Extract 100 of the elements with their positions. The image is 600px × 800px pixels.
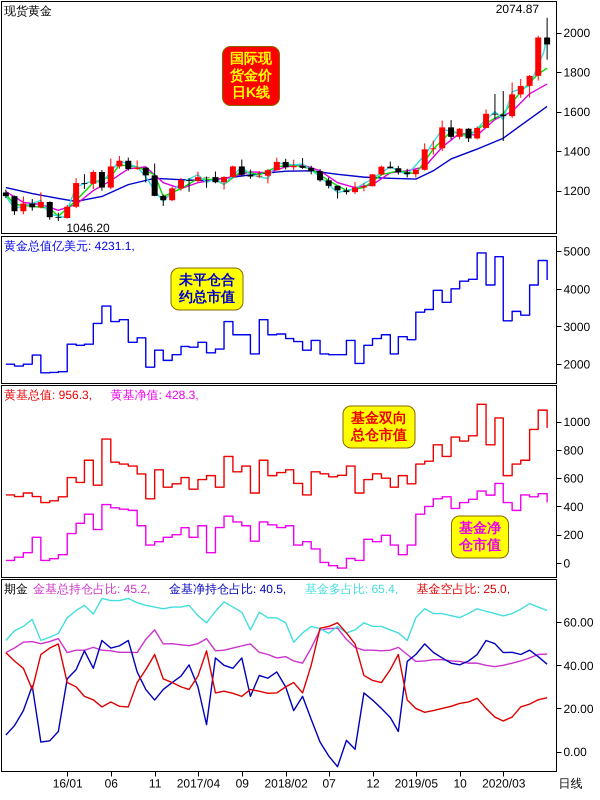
candlestick <box>492 93 498 120</box>
x-axis-title: 日线 <box>558 776 582 790</box>
candlestick <box>204 176 210 188</box>
candlestick <box>194 171 201 183</box>
candlestick <box>290 159 297 171</box>
text: 黄金总值亿美元: 4231.1, <box>4 239 135 253</box>
x-tick-label: 07 <box>322 776 336 790</box>
candlestick <box>152 163 158 197</box>
y-tick-label: 3000 <box>564 320 591 334</box>
candlestick <box>456 127 463 140</box>
candlestick <box>134 160 140 170</box>
candlestick <box>73 178 80 209</box>
y-tick-label: 2000 <box>564 26 591 40</box>
y-tick-label: 0.00 <box>564 745 588 760</box>
annotation: 基金双向总仓市值 <box>350 410 407 442</box>
candlestick <box>466 128 472 142</box>
y-tick-label: 1600 <box>564 105 591 120</box>
candlestick <box>186 178 192 192</box>
chart-title: 期金 <box>4 582 28 596</box>
candlestick <box>300 157 306 170</box>
candlestick <box>64 204 70 220</box>
annotation: 未平仓合约总市值 <box>178 272 235 304</box>
candlestick <box>430 140 436 156</box>
y-tick-label: 600 <box>564 472 584 486</box>
y-tick-label: 20.00 <box>564 702 594 716</box>
y-tick-label: 1000 <box>564 415 591 430</box>
x-tick-label: 16/01 <box>52 776 84 790</box>
text: 基金多占比: 65.4, <box>304 582 398 596</box>
candlestick <box>46 200 53 220</box>
line-series <box>5 598 548 643</box>
annotation: 基金净仓市值 <box>458 520 501 552</box>
candlestick <box>178 177 184 192</box>
line-series <box>5 622 548 722</box>
candlestick <box>282 158 289 170</box>
candlestick <box>544 17 550 60</box>
candlestick <box>212 171 218 184</box>
annotation: 国际现货金价日K线 <box>229 50 273 100</box>
candlestick <box>274 157 280 171</box>
y-tick-label: 0 <box>564 556 570 570</box>
y-tick-label: 1800 <box>564 66 591 80</box>
y-tick-label: 200 <box>564 528 584 542</box>
candlestick <box>474 126 480 140</box>
y-tick-label: 5000 <box>564 244 591 259</box>
candlestick <box>518 78 524 98</box>
y-tick-label: 60.00 <box>564 616 594 630</box>
candlestick <box>326 177 332 189</box>
chart-title: 现货黄金 <box>4 4 52 18</box>
candlestick <box>142 166 149 183</box>
candlestick <box>317 168 324 182</box>
annotation: 1046.20 <box>66 220 110 235</box>
line-series <box>5 627 548 668</box>
candlestick <box>55 212 62 222</box>
x-tick-label: 2018/02 <box>264 776 308 790</box>
candlestick <box>90 170 96 190</box>
candlestick <box>221 176 228 190</box>
y-tick-label: 4000 <box>564 282 591 296</box>
candlestick <box>20 196 26 215</box>
x-tick-label: 12 <box>366 776 380 790</box>
x-tick-label: 2017/04 <box>176 776 220 790</box>
candlestick <box>500 90 506 142</box>
candlestick <box>334 185 341 199</box>
y-tick-label: 400 <box>564 500 584 514</box>
candlestick <box>264 168 271 184</box>
annotation: 2074.87 <box>496 2 540 16</box>
candlestick <box>238 159 245 178</box>
x-tick-label: 10 <box>454 776 468 790</box>
y-tick-label: 1200 <box>564 184 591 198</box>
text: 黄基总值: 956.3, <box>4 388 92 402</box>
candlestick <box>116 155 122 170</box>
x-tick-label: 06 <box>104 776 118 790</box>
y-tick-label: 2000 <box>564 358 591 372</box>
candlestick <box>378 165 384 176</box>
candlestick <box>230 165 236 178</box>
x-tick-label: 11 <box>148 776 162 790</box>
text: 黄基净值: 428.3, <box>110 388 199 402</box>
candlestick <box>169 186 176 202</box>
candlestick <box>526 74 533 98</box>
candlestick <box>98 170 105 192</box>
x-tick-label: 2019/05 <box>394 776 438 790</box>
candlestick <box>370 173 376 187</box>
candlestick <box>352 182 358 194</box>
candlestick <box>422 142 428 172</box>
x-tick-label: 2020/03 <box>482 776 526 790</box>
candlestick <box>483 108 490 128</box>
text: 金基总持仓占比: 45.2, <box>33 582 150 596</box>
y-tick-label: 800 <box>564 443 584 458</box>
y-tick-label: 1400 <box>564 144 591 159</box>
y-tick-label: 40.00 <box>564 658 594 673</box>
candlestick <box>125 157 132 172</box>
candlestick <box>448 120 454 140</box>
candlestick <box>29 198 36 212</box>
text: 基金空占比: 25.0, <box>416 582 510 596</box>
candlestick <box>38 192 44 209</box>
candlestick <box>108 158 114 190</box>
text: 金基净持仓占比: 40.5, <box>168 582 286 596</box>
x-tick-label: 09 <box>236 776 250 790</box>
candlestick <box>160 194 166 206</box>
candlestick <box>81 174 88 190</box>
candlestick <box>439 120 446 152</box>
line-series <box>5 640 548 768</box>
